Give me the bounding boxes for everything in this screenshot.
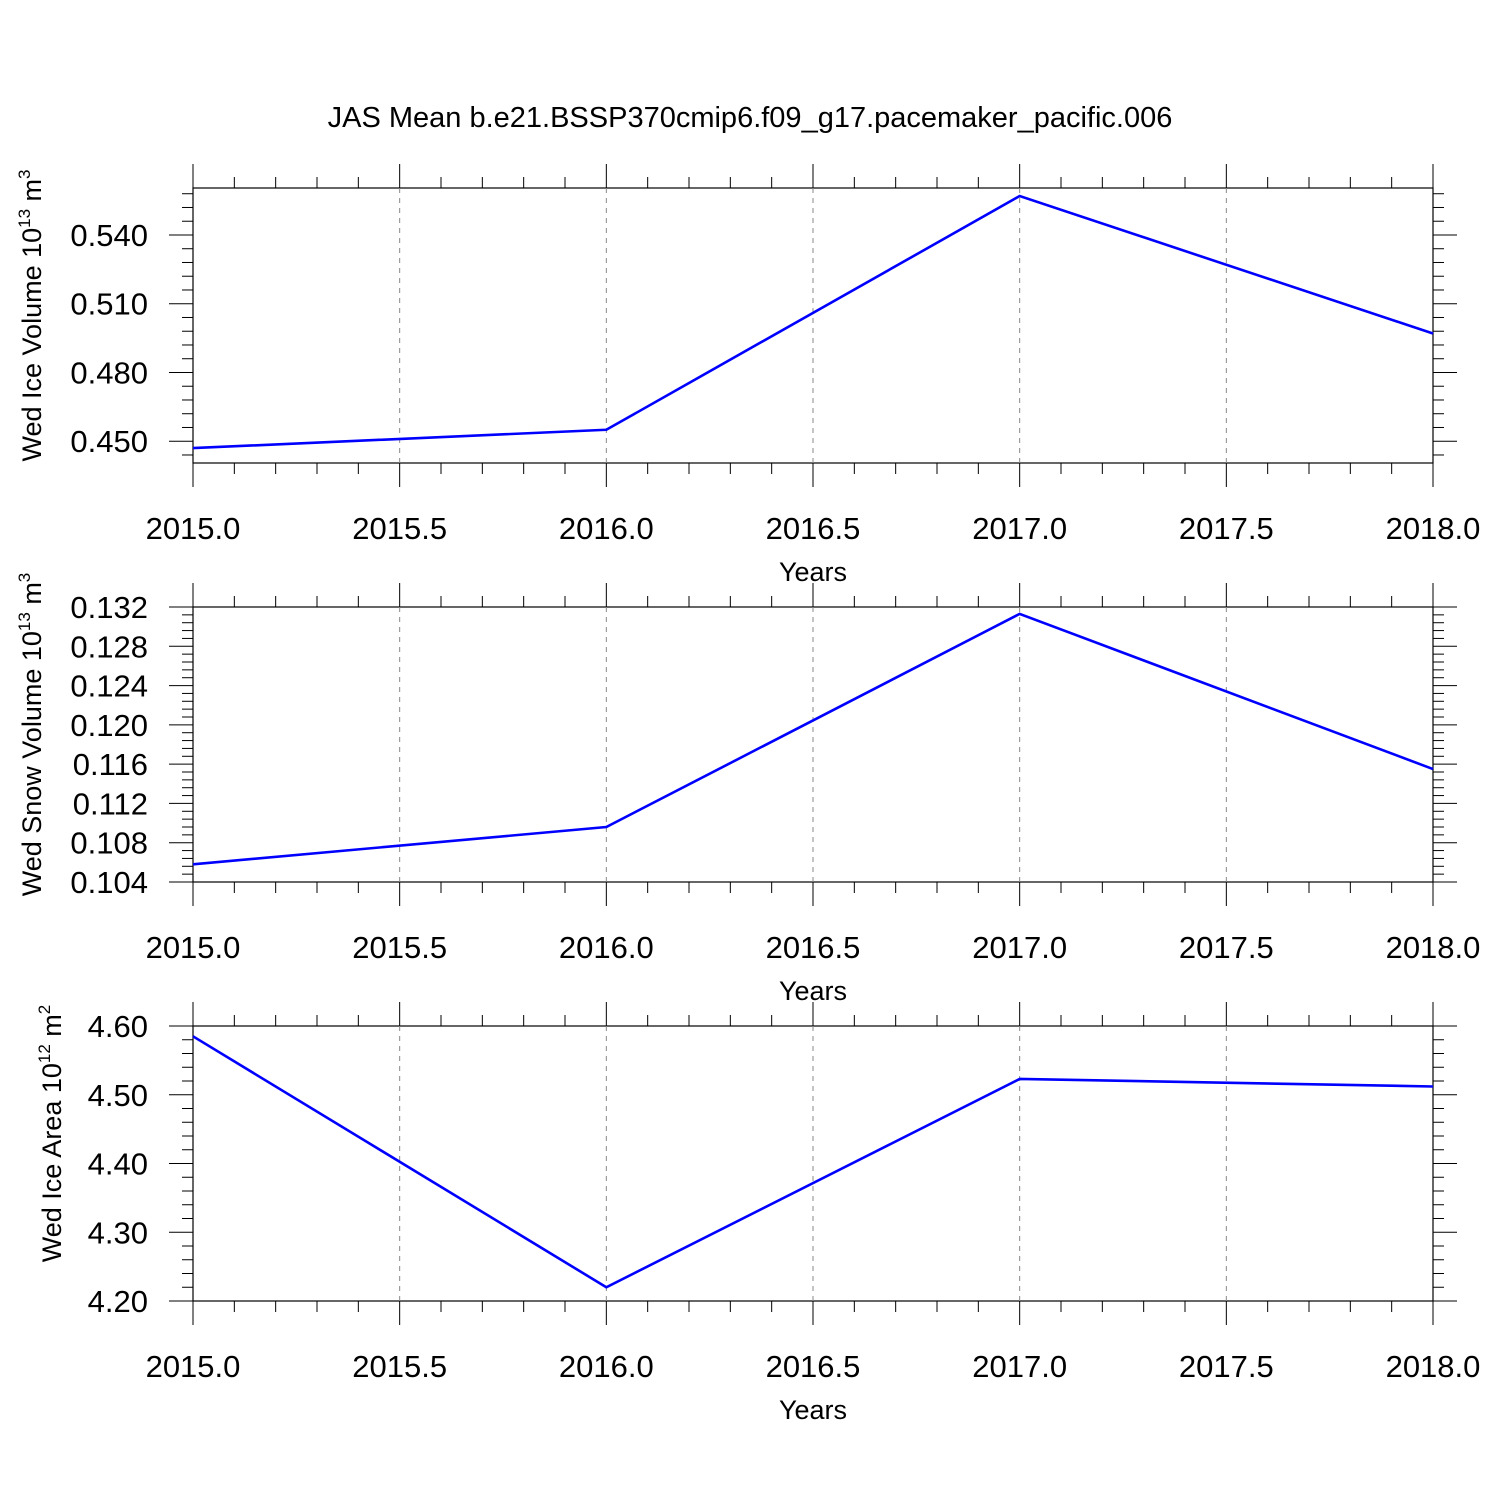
x-tick-label: 2017.5 xyxy=(1179,1349,1274,1384)
x-tick-label: 2015.0 xyxy=(146,930,241,965)
x-tick-label: 2015.0 xyxy=(146,511,241,546)
x-axis-title: Years xyxy=(779,557,847,587)
chart-title: JAS Mean b.e21.BSSP370cmip6.f09_g17.pace… xyxy=(328,102,1173,134)
y-axis-title-exponent: 13 xyxy=(15,209,34,228)
y-axis-title: Wed Ice Area 1012 m2 xyxy=(35,1005,67,1263)
y-axis-title-text: Wed Ice Area 10 xyxy=(37,1063,67,1262)
y-tick-label: 0.124 xyxy=(70,669,148,704)
y-axis-title: Wed Ice Volume 1013 m3 xyxy=(15,169,47,461)
x-axis-title: Years xyxy=(779,1395,847,1425)
y-axis-title-unit-exponent: 3 xyxy=(15,573,34,582)
y-tick-label: 0.480 xyxy=(70,355,148,390)
y-axis-title-unit-exponent: 3 xyxy=(15,169,34,178)
y-tick-label: 4.60 xyxy=(88,1009,148,1044)
y-axis-title-unit-exponent: 2 xyxy=(35,1005,54,1014)
y-tick-label: 4.20 xyxy=(88,1284,148,1319)
y-tick-label: 0.116 xyxy=(73,747,148,782)
x-tick-label: 2015.5 xyxy=(352,511,447,546)
chart-panel-2: 2015.0 2015.5 2016.0 2016.5 2017.0 2017.5 2018… xyxy=(15,573,1480,1006)
chart-panel-3: 2015.0 2015.5 2016.0 2016.5 2017.0 2017.5 2018… xyxy=(35,1002,1480,1425)
y-axis-title-unit: m xyxy=(17,582,47,612)
x-tick-label: 2017.0 xyxy=(972,1349,1067,1384)
y-axis-title: Wed Snow Volume 1013 m3 xyxy=(15,573,47,897)
x-tick-label: 2016.0 xyxy=(559,930,654,965)
x-tick-label: 2017.0 xyxy=(972,930,1067,965)
x-axis-title: Years xyxy=(779,976,847,1006)
y-tick-label: 4.50 xyxy=(88,1078,148,1113)
x-tick-label: 2015.5 xyxy=(352,930,447,965)
x-tick-label: 2017.0 xyxy=(972,511,1067,546)
series-line-1 xyxy=(192,1035,1434,1289)
x-tick-label: 2015.0 xyxy=(146,1349,241,1384)
x-tick-label: 2016.5 xyxy=(766,930,861,965)
x-tick-label: 2018.0 xyxy=(1386,930,1481,965)
y-tick-label: 0.540 xyxy=(70,218,148,253)
y-tick-label: 0.108 xyxy=(70,826,148,861)
series-line-1 xyxy=(192,612,1434,866)
y-tick-label: 0.132 xyxy=(70,590,148,625)
y-axis-title-unit: m xyxy=(37,1014,67,1044)
chart-panel-1: 2015.0 2015.5 2016.0 2016.5 2017.0 2017.5 2018… xyxy=(15,164,1480,587)
y-tick-label: 0.450 xyxy=(70,424,148,459)
x-tick-label: 2016.5 xyxy=(766,511,861,546)
y-axis-title-exponent: 12 xyxy=(35,1044,54,1063)
x-tick-label: 2018.0 xyxy=(1386,1349,1481,1384)
y-axis-title-text: Wed Snow Volume 10 xyxy=(17,631,47,896)
x-tick-label: 2018.0 xyxy=(1386,511,1481,546)
y-tick-label: 0.510 xyxy=(70,287,148,322)
x-tick-label: 2016.5 xyxy=(766,1349,861,1384)
y-tick-label: 0.120 xyxy=(70,708,148,743)
y-tick-label: 0.128 xyxy=(70,629,148,664)
y-axis-title-unit: m xyxy=(17,179,47,209)
y-axis-title-exponent: 13 xyxy=(15,612,34,631)
x-tick-label: 2017.5 xyxy=(1179,930,1274,965)
y-tick-label: 0.104 xyxy=(70,865,148,900)
x-tick-label: 2017.5 xyxy=(1179,511,1274,546)
series-line-1 xyxy=(192,194,1434,450)
chart-panels: 2015.0 2015.5 2016.0 2016.5 2017.0 2017.5 2018… xyxy=(15,164,1480,1425)
x-tick-label: 2016.0 xyxy=(559,511,654,546)
x-tick-label: 2016.0 xyxy=(559,1349,654,1384)
y-tick-label: 4.30 xyxy=(88,1215,148,1250)
y-tick-label: 0.112 xyxy=(73,786,148,821)
y-axis-title-text: Wed Ice Volume 10 xyxy=(17,228,47,462)
y-tick-label: 4.40 xyxy=(88,1147,148,1182)
x-tick-label: 2015.5 xyxy=(352,1349,447,1384)
